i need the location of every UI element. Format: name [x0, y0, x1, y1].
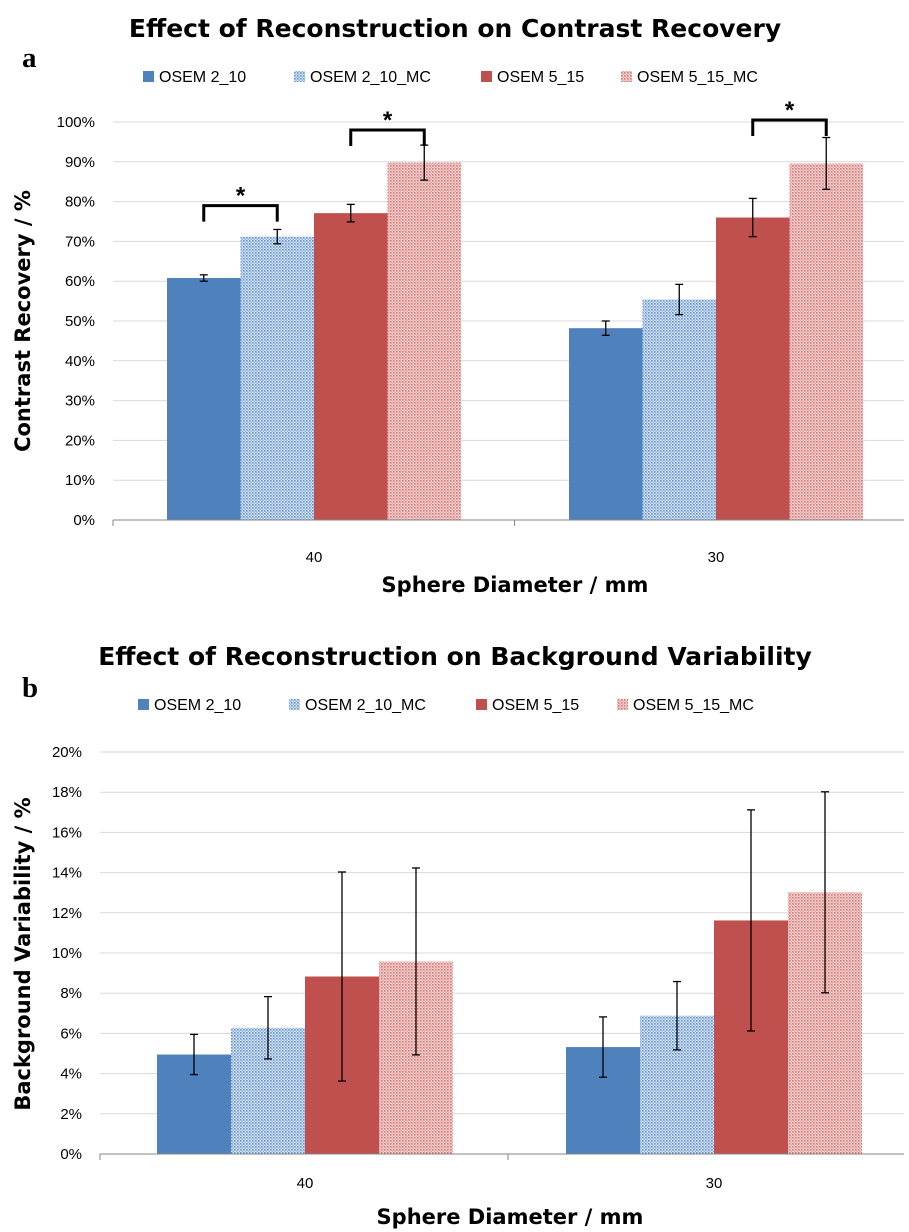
y-tick-label: 14% [52, 865, 82, 882]
x-tick-label: 30 [708, 549, 725, 566]
error-bars [199, 136, 831, 336]
legend-swatch [294, 71, 305, 82]
x-tick-labels: 40 30 [306, 549, 725, 566]
y-tick-label: 60% [65, 273, 95, 290]
significance-bracket [751, 118, 828, 137]
significance-bracket [202, 204, 279, 222]
error-bars [190, 791, 829, 1082]
legend-swatch [481, 71, 492, 82]
bar-series [167, 162, 863, 520]
legend-label: OSEM 5_15 [497, 69, 584, 86]
y-tick-label: 0% [73, 512, 95, 529]
y-axis-title: Contrast Recovery / % [11, 190, 35, 452]
legend-swatch [476, 699, 487, 710]
bar [569, 328, 643, 520]
bar-series [157, 892, 862, 1154]
chart-title: Effect of Reconstruction on Contrast Rec… [129, 14, 781, 43]
y-tick-label: 80% [65, 194, 95, 211]
y-tick-label: 30% [65, 393, 95, 410]
y-tick-label: 20% [65, 432, 95, 449]
legend-label: OSEM 2_10_MC [305, 697, 426, 714]
y-tick-label: 16% [52, 824, 82, 841]
y-tick-label: 10% [65, 472, 95, 489]
x-axis-title: Sphere Diameter / mm [377, 1205, 644, 1229]
significance-marker: * [383, 107, 393, 134]
significance-marker: * [785, 97, 795, 124]
y-tick-label: 90% [65, 154, 95, 171]
y-tick-label: 8% [60, 985, 82, 1002]
legend-swatch [621, 71, 632, 82]
bar [240, 236, 314, 520]
y-tick-label: 0% [60, 1146, 82, 1163]
bar [789, 163, 863, 520]
y-tick-labels: 0% 10% 20% 30% 40% 50% 60% 70% 80% 90% 100% [57, 114, 95, 529]
chart-panel-b: Effect of Reconstruction on Background V… [11, 642, 904, 1229]
y-tick-label: 6% [60, 1025, 82, 1042]
y-tick-labels: 0% 2% 4% 6% 8% 10% 12% 14% 16% 18% 20% [52, 744, 82, 1163]
significance-bracket [349, 128, 426, 146]
bar [167, 278, 241, 520]
y-tick-label: 10% [52, 945, 82, 962]
legend-label: OSEM 2_10 [154, 697, 241, 714]
legend-swatch [138, 699, 149, 710]
y-tick-label: 18% [52, 784, 82, 801]
x-axis [99, 1153, 904, 1160]
x-tick-label: 30 [706, 1175, 723, 1192]
bar [314, 213, 388, 520]
chart-panel-a: Effect of Reconstruction on Contrast Rec… [11, 14, 904, 597]
bar [387, 162, 461, 520]
legend-swatch [143, 71, 154, 82]
y-tick-label: 12% [52, 905, 82, 922]
y-tick-label: 20% [52, 744, 82, 761]
chart-title: Effect of Reconstruction on Background V… [98, 642, 812, 671]
legend-label: OSEM 5_15 [492, 697, 579, 714]
legend-label: OSEM 2_10_MC [310, 69, 431, 86]
significance-brackets: * * * [202, 97, 828, 222]
panel-letter: a [22, 42, 37, 74]
legend-label: OSEM 5_15_MC [633, 697, 754, 714]
significance-marker: * [236, 183, 246, 210]
legend-label: OSEM 5_15_MC [637, 69, 758, 86]
x-tick-labels: 40 30 [297, 1175, 723, 1192]
bar [716, 217, 790, 520]
y-tick-label: 50% [65, 313, 95, 330]
legend-swatch [617, 699, 628, 710]
panel-letter: b [22, 672, 38, 704]
legend-label: OSEM 2_10 [159, 69, 246, 86]
legend: OSEM 2_10 OSEM 2_10_MC OSEM 5_15 OSEM 5_15_… [143, 69, 758, 86]
y-axis-title: Background Variability / % [11, 797, 35, 1110]
legend-swatch [289, 699, 300, 710]
y-tick-label: 4% [60, 1066, 82, 1083]
y-tick-label: 2% [60, 1106, 82, 1123]
bar [642, 299, 716, 520]
x-axis [112, 519, 904, 526]
y-tick-label: 40% [65, 353, 95, 370]
x-axis-title: Sphere Diameter / mm [382, 573, 649, 597]
legend: OSEM 2_10 OSEM 2_10_MC OSEM 5_15 OSEM 5_15_… [138, 697, 754, 714]
x-tick-label: 40 [306, 549, 323, 566]
y-tick-label: 100% [57, 114, 95, 131]
y-tick-label: 70% [65, 233, 95, 250]
x-tick-label: 40 [297, 1175, 314, 1192]
